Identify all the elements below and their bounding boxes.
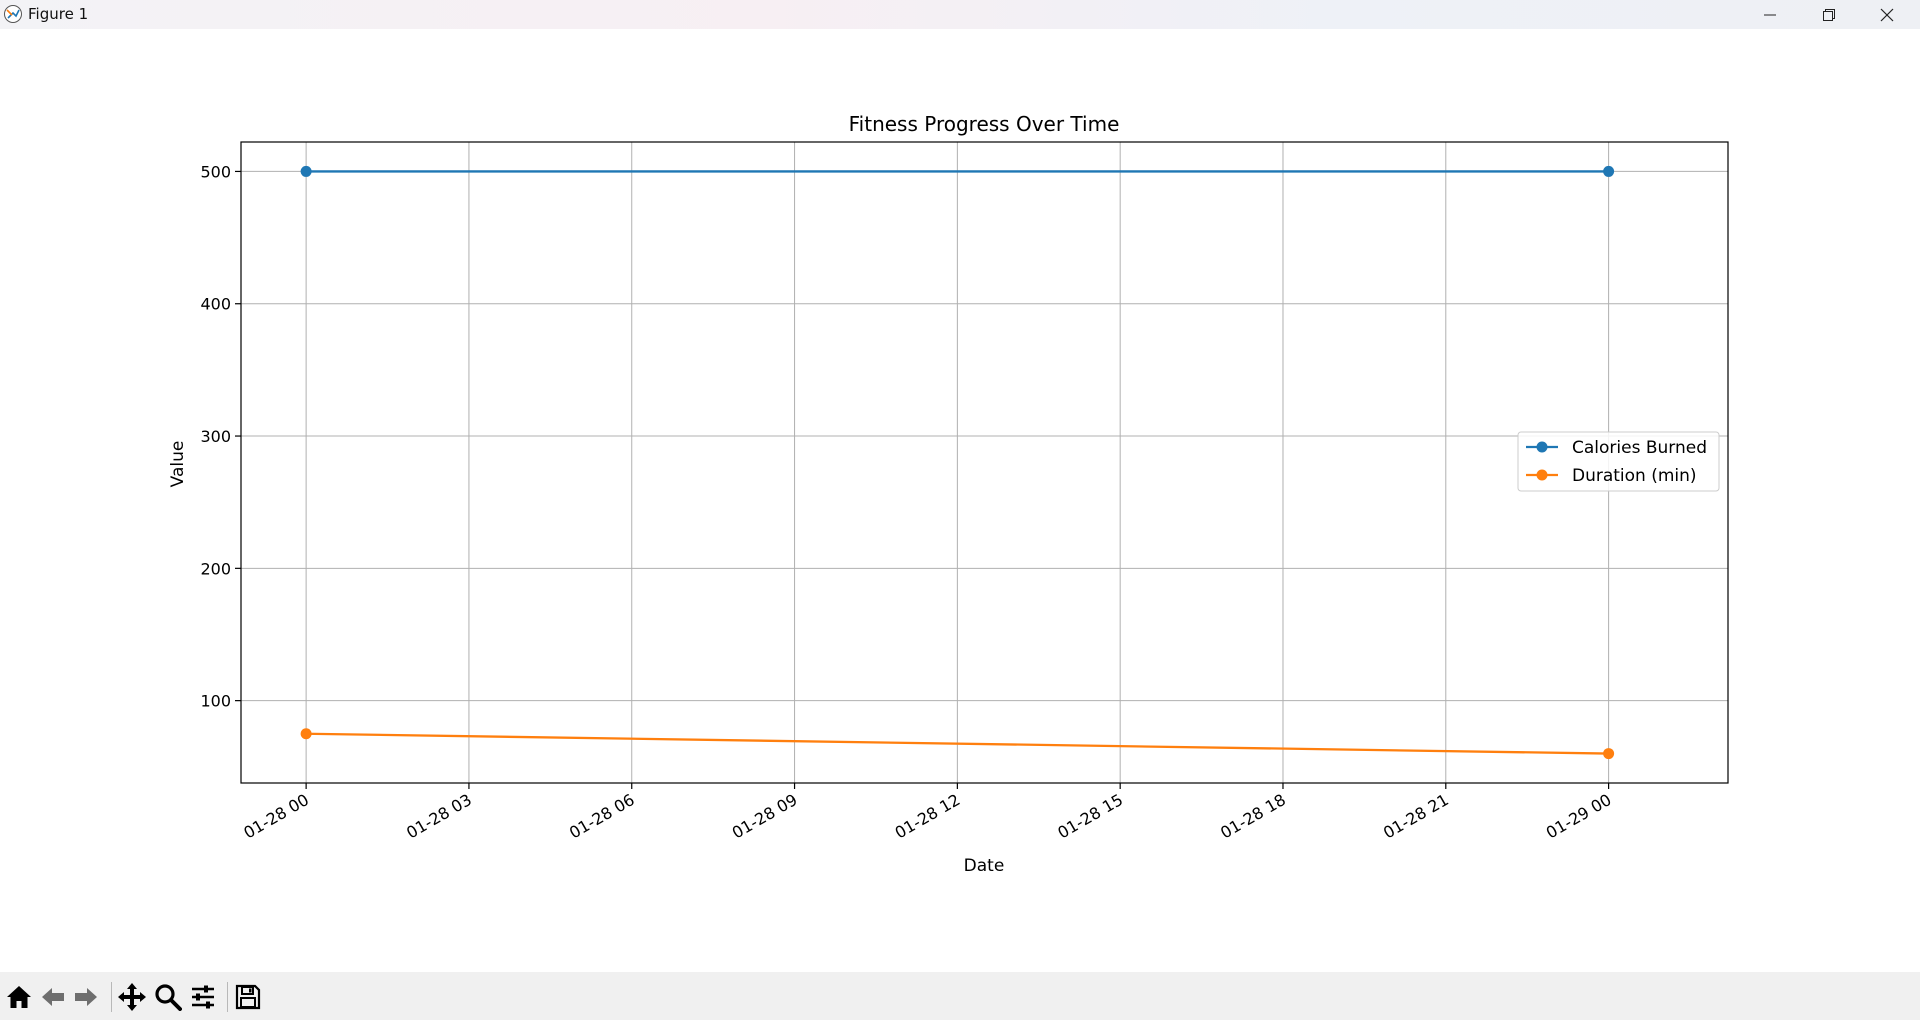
axes-frame [240, 141, 1729, 784]
navigation-toolbar [0, 972, 1920, 1020]
legend-label-duration: Duration (min) [1572, 466, 1697, 486]
x-tick-label: 01-28 18 [1217, 790, 1289, 842]
legend-label-calories: Calories Burned [1572, 438, 1707, 458]
toolbar-separator [227, 982, 228, 1012]
data-point [1603, 165, 1615, 177]
save-icon [235, 984, 261, 1010]
x-tick-label: 01-28 21 [1380, 790, 1452, 842]
y-tick-label: 400 [200, 295, 231, 314]
x-axis-label: Date [964, 856, 1005, 876]
y-tick-label: 200 [200, 559, 231, 578]
forward-icon [75, 988, 97, 1006]
close-icon [1880, 8, 1894, 21]
toolbar-separator [111, 982, 112, 1012]
x-tick-label: 01-28 06 [566, 790, 638, 842]
data-point [1603, 748, 1615, 760]
y-axis-label: Value [168, 441, 188, 488]
y-tick-label: 100 [200, 692, 231, 711]
minimize-icon [1764, 14, 1776, 15]
legend-marker-duration [1536, 469, 1548, 481]
data-point [300, 165, 312, 177]
x-tick-label: 01-28 09 [729, 790, 801, 842]
zoom-icon [155, 984, 182, 1011]
configure-subplots-button[interactable] [186, 980, 220, 1014]
zoom-button[interactable] [151, 980, 185, 1014]
chart-title: Fitness Progress Over Time [849, 112, 1120, 136]
x-tick-label: 01-28 00 [240, 790, 312, 842]
y-tick-label: 300 [200, 427, 231, 446]
series-line-1 [306, 732, 1609, 755]
y-tick-label: 500 [200, 162, 231, 181]
x-tick-label: 01-28 12 [892, 790, 964, 842]
legend-box [1517, 431, 1720, 492]
legend-marker-calories [1536, 441, 1548, 453]
figure-canvas: 01-28 00 01-28 03 01-28 06 01-28 09 01-28 12… [0, 29, 1920, 972]
series-layer [300, 165, 1615, 760]
x-tick-label: 01-28 15 [1054, 790, 1126, 842]
app-icon [4, 5, 22, 23]
back-button[interactable] [36, 980, 70, 1014]
line-chart: 01-28 00 01-28 03 01-28 06 01-28 09 01-28 12… [168, 112, 1729, 876]
grid-lines [241, 142, 1728, 783]
window-title: Figure 1 [28, 5, 89, 23]
restore-button[interactable] [1800, 0, 1858, 29]
data-point [300, 728, 312, 740]
ticks-layer: 01-28 00 01-28 03 01-28 06 01-28 09 01-28 12… [200, 162, 1614, 842]
minimize-button[interactable] [1741, 0, 1799, 29]
save-button[interactable] [231, 980, 265, 1014]
restore-icon [1823, 8, 1835, 21]
pan-icon [118, 983, 146, 1011]
forward-button[interactable] [69, 980, 103, 1014]
legend: Calories Burned Duration (min) [1517, 431, 1720, 492]
back-icon [42, 988, 64, 1006]
window-titlebar: Figure 1 [0, 0, 1920, 29]
close-button[interactable] [1858, 0, 1916, 29]
x-tick-label: 01-29 00 [1543, 790, 1615, 842]
pan-button[interactable] [115, 980, 149, 1014]
home-button[interactable] [2, 980, 36, 1014]
home-icon [7, 986, 31, 1008]
x-tick-label: 01-28 03 [403, 790, 475, 842]
configure-icon [192, 985, 214, 1009]
